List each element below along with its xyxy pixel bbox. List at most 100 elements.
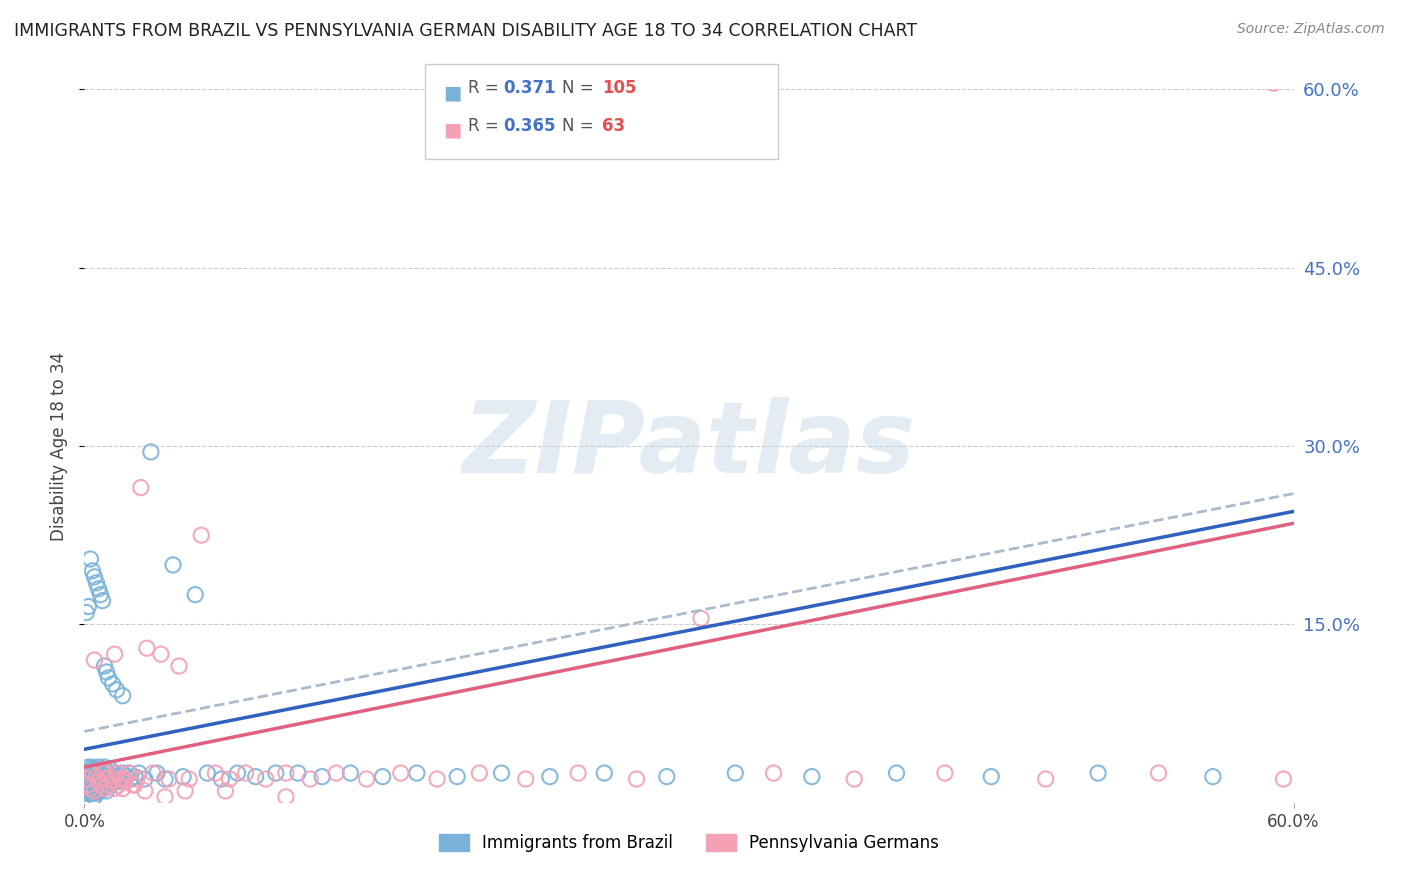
Point <box>114 772 136 786</box>
Text: IMMIGRANTS FROM BRAZIL VS PENNSYLVANIA GERMAN DISABILITY AGE 18 TO 34 CORRELATIO: IMMIGRANTS FROM BRAZIL VS PENNSYLVANIA G… <box>14 22 917 40</box>
Point <box>325 766 347 780</box>
Point <box>83 763 105 777</box>
Point <box>91 772 114 786</box>
Point <box>89 778 111 792</box>
Point <box>184 588 207 602</box>
Text: R =: R = <box>468 79 505 97</box>
Point <box>97 778 120 792</box>
Point <box>86 575 108 590</box>
Point <box>111 689 134 703</box>
Point <box>118 766 141 780</box>
Point <box>139 445 162 459</box>
Point <box>104 774 127 789</box>
Point <box>120 772 142 786</box>
Point <box>934 766 956 780</box>
Point <box>226 766 249 780</box>
Point <box>87 774 110 789</box>
Point <box>87 582 110 596</box>
Point <box>426 772 449 786</box>
Text: 105: 105 <box>602 79 637 97</box>
Point <box>264 766 287 780</box>
Point <box>89 588 111 602</box>
Point <box>235 766 257 780</box>
Point <box>100 763 122 777</box>
Point <box>93 766 115 780</box>
Point <box>82 786 104 800</box>
Point <box>82 564 104 578</box>
Point <box>762 766 785 780</box>
Point <box>886 766 908 780</box>
Point <box>105 766 128 780</box>
Point <box>371 770 394 784</box>
Point <box>121 778 143 792</box>
Point <box>468 766 491 780</box>
Point <box>356 772 378 786</box>
Point <box>204 766 226 780</box>
Point <box>299 772 322 786</box>
Point <box>97 772 120 786</box>
Point <box>86 778 108 792</box>
Point <box>83 784 105 798</box>
Point <box>89 766 111 780</box>
Point <box>87 770 110 784</box>
Point <box>91 593 114 607</box>
Point <box>93 659 115 673</box>
Point <box>83 789 105 804</box>
Point <box>93 760 115 774</box>
Point <box>146 766 169 780</box>
Point <box>91 763 114 777</box>
Point <box>844 772 866 786</box>
Point <box>77 778 100 792</box>
Point <box>77 599 100 614</box>
Point <box>153 772 176 786</box>
Point <box>83 770 105 784</box>
Point <box>96 784 118 798</box>
Point <box>104 647 127 661</box>
Legend: Immigrants from Brazil, Pennsylvania Germans: Immigrants from Brazil, Pennsylvania Ger… <box>432 827 946 859</box>
Point <box>167 659 190 673</box>
Point <box>93 778 115 792</box>
Point <box>97 766 120 780</box>
Point <box>104 781 127 796</box>
Point <box>101 770 124 784</box>
Point <box>214 784 236 798</box>
Point <box>1272 772 1295 786</box>
Point <box>82 774 104 789</box>
Point <box>79 781 101 796</box>
Point <box>87 774 110 789</box>
Point <box>157 772 180 786</box>
Point <box>101 774 124 789</box>
Point <box>107 778 129 792</box>
Point <box>162 558 184 572</box>
Point <box>83 653 105 667</box>
Point <box>567 766 589 780</box>
Point <box>1263 76 1285 90</box>
Point <box>1035 772 1057 786</box>
Point <box>77 772 100 786</box>
Text: ZIPatlas: ZIPatlas <box>463 398 915 494</box>
Point <box>111 781 134 796</box>
Point <box>389 766 412 780</box>
Point <box>118 766 141 780</box>
Point <box>86 772 108 786</box>
Point <box>101 677 124 691</box>
Point <box>75 784 97 798</box>
Point <box>82 781 104 796</box>
Point <box>218 772 240 786</box>
Text: 0.365: 0.365 <box>503 117 555 135</box>
Point <box>406 766 429 780</box>
Point <box>125 772 148 786</box>
Point <box>82 766 104 780</box>
Point <box>82 772 104 786</box>
Point <box>135 641 157 656</box>
Point <box>83 570 105 584</box>
Point <box>245 770 267 784</box>
Point <box>195 766 218 780</box>
Point <box>75 766 97 780</box>
Point <box>655 770 678 784</box>
Point <box>129 481 152 495</box>
Point <box>593 766 616 780</box>
Point <box>79 552 101 566</box>
Point <box>77 774 100 789</box>
Point <box>724 766 747 780</box>
